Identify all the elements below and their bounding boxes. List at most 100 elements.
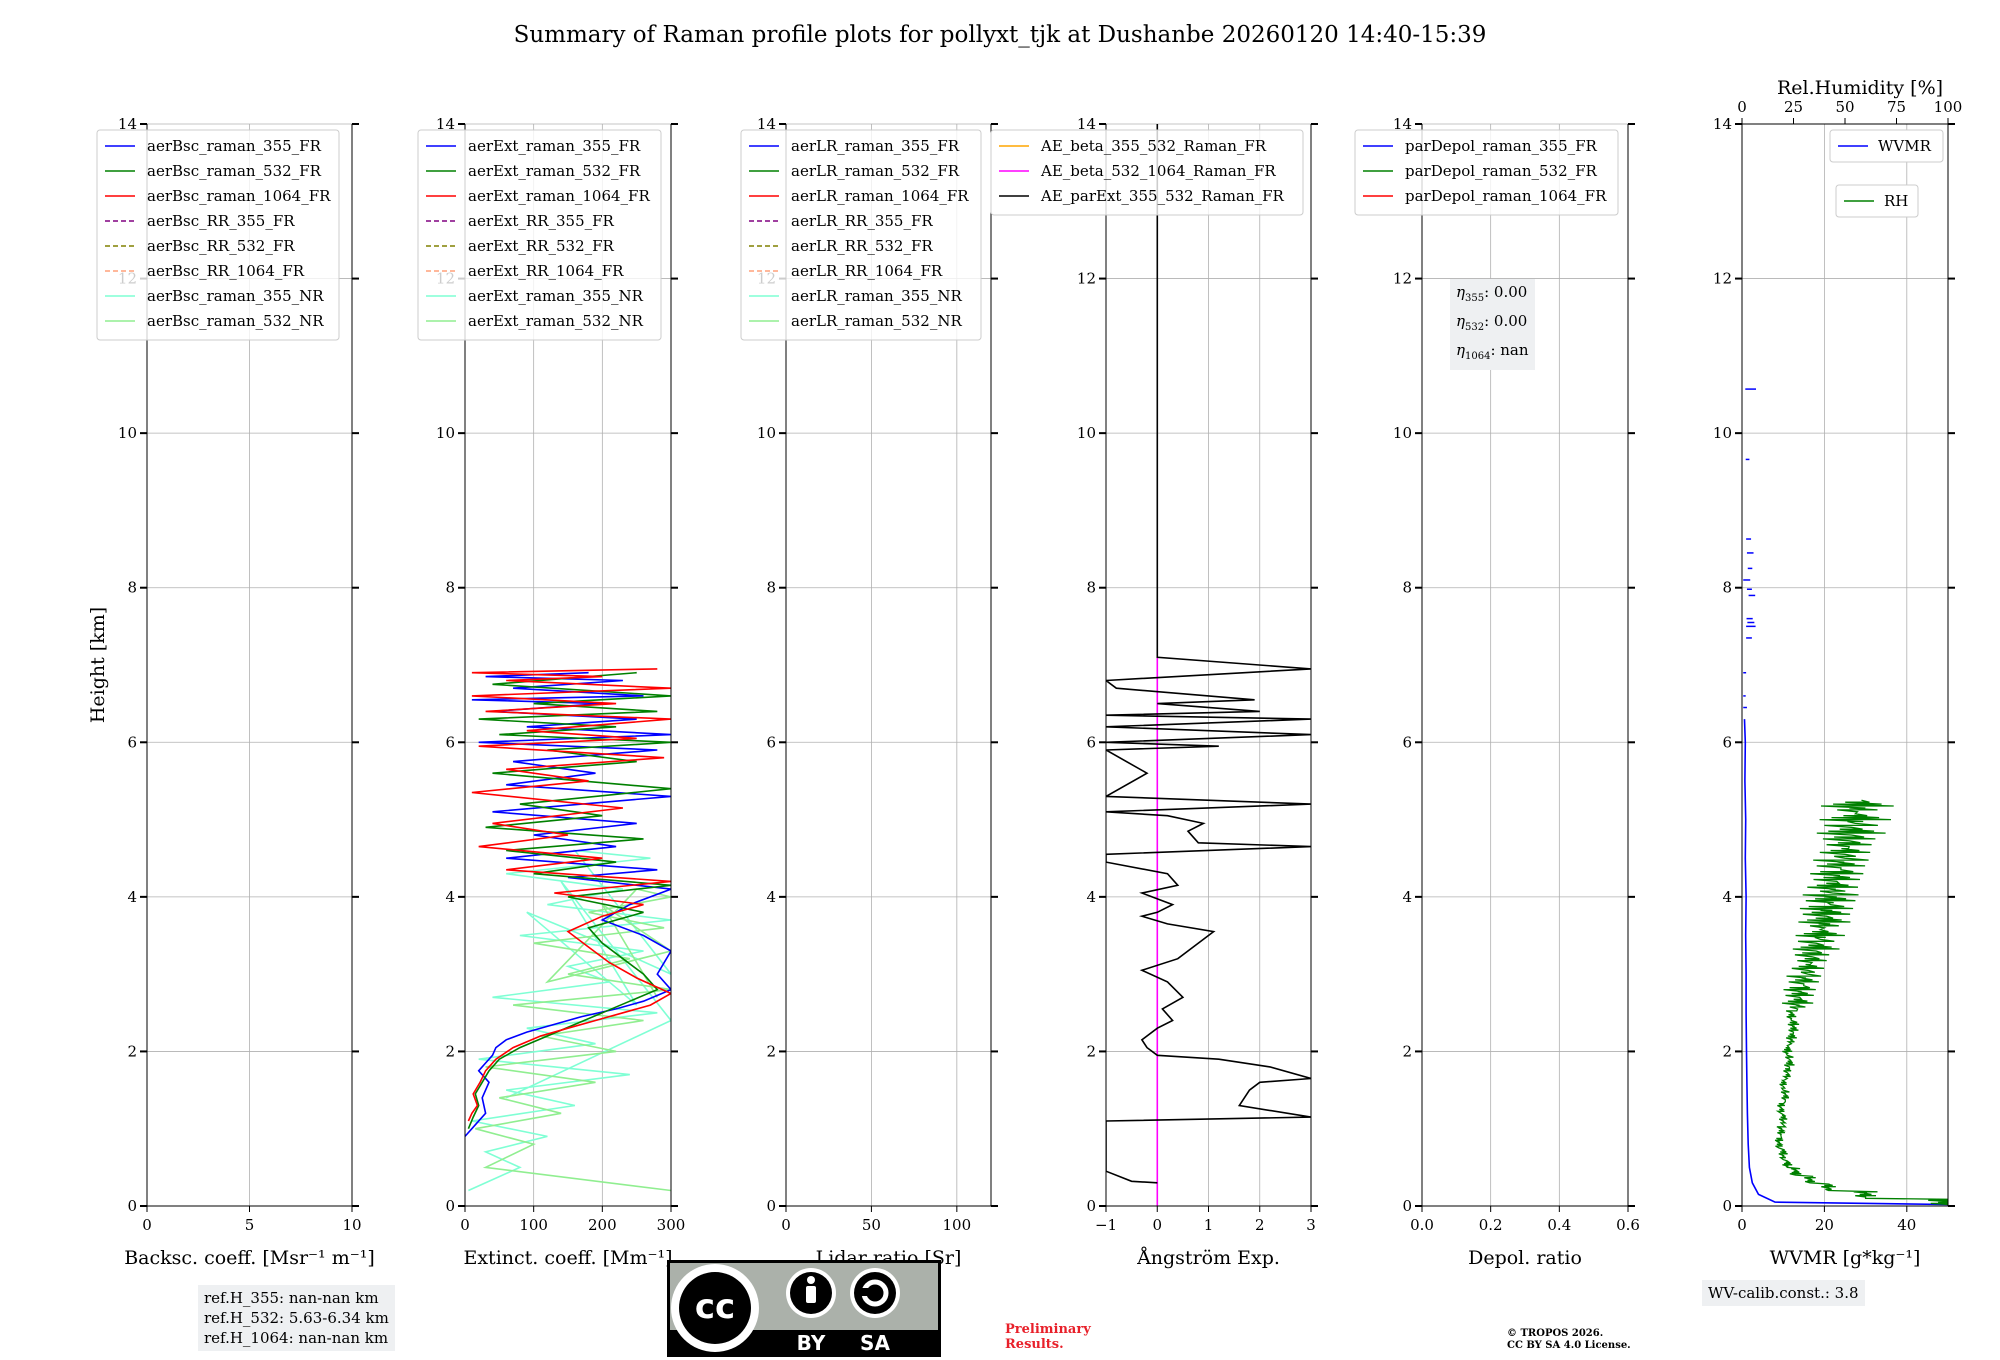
by-person-head — [807, 1276, 815, 1284]
legend-label: aerBsc_RR_355_FR — [147, 212, 295, 230]
x-tick-label: 0.2 — [1479, 1216, 1503, 1234]
y-tick-label: 8 — [127, 579, 137, 597]
y-tick-label: 8 — [1722, 579, 1732, 597]
legend-box: aerBsc_raman_355_FR aerBsc_raman_532_FRae… — [96, 129, 340, 341]
x-tick-label: 0 — [1737, 1216, 1747, 1234]
legend-label: RH — [1884, 192, 1908, 210]
x-tick-label: 0 — [142, 1216, 152, 1234]
x-axis-label: Backsc. coeff. [Msr⁻¹ m⁻¹] — [124, 1247, 375, 1269]
y-tick-label: 2 — [766, 1042, 776, 1060]
cc-by-sa-license-badge: cc BY SA — [667, 1260, 941, 1357]
legend-label: aerLR_raman_532_NR — [791, 312, 962, 330]
series-RH — [1774, 799, 1948, 1206]
y-tick-label: 4 — [766, 888, 776, 906]
cc-text: cc — [695, 1287, 735, 1327]
legend-label: aerBsc_RR_532_FR — [147, 237, 295, 255]
series-aerExt_raman_532_NR — [475, 888, 671, 1192]
x2-tick-label: 0 — [1737, 98, 1747, 116]
x2-tick-label: 50 — [1835, 98, 1854, 116]
x-tick-label: 0.0 — [1410, 1216, 1434, 1234]
legend-label: aerExt_raman_355_NR — [468, 287, 644, 305]
preliminary-line-1: Preliminary — [1005, 1322, 1091, 1337]
legend-label: parDepol_raman_532_FR — [1405, 162, 1598, 180]
eta-1064: η1064: nan — [1456, 341, 1529, 362]
refh-355: ref.H_355: nan-nan km — [204, 1289, 379, 1307]
y-tick-label: 2 — [1402, 1042, 1412, 1060]
legend-label: aerLR_raman_1064_FR — [791, 187, 969, 205]
panel-backscatter: 024681012140510Backsc. coeff. [Msr⁻¹ m⁻¹… — [87, 115, 375, 1269]
legend-label: aerExt_RR_1064_FR — [468, 262, 624, 280]
y-tick-label: 12 — [1393, 270, 1412, 288]
x-tick-label: −1 — [1095, 1216, 1117, 1234]
y-tick-label: 14 — [757, 115, 776, 133]
y-tick-label: 2 — [1086, 1042, 1096, 1060]
copyright-line-1: © TROPOS 2026. — [1507, 1328, 1604, 1339]
legend-label: AE_beta_355_532_Raman_FR — [1040, 137, 1267, 155]
y-tick-label: 8 — [1402, 579, 1412, 597]
x-tick-label: 20 — [1815, 1216, 1834, 1234]
legend-label: AE_beta_532_1064_Raman_FR — [1040, 162, 1276, 180]
legend-label: aerBsc_raman_1064_FR — [147, 187, 331, 205]
reference-height-box: ref.H_355: nan-nan km ref.H_532: 5.63-6.… — [198, 1285, 395, 1351]
legend-label: aerBsc_raman_532_NR — [147, 312, 324, 330]
eta-box: η355: 0.00 η532: 0.00 η1064: nan — [1450, 279, 1535, 370]
y-tick-label: 0 — [445, 1197, 455, 1215]
legend-box: aerLR_raman_355_FR aerLR_raman_532_FR aerL… — [740, 129, 982, 341]
series-AE_parExt_355_532_Raman_FR — [1106, 124, 1311, 1184]
x-tick-label: 200 — [588, 1216, 617, 1234]
x-tick-label: 50 — [862, 1216, 881, 1234]
x-tick-label: 2 — [1255, 1216, 1265, 1234]
y-tick-label: 14 — [1077, 115, 1096, 133]
legend-frame — [417, 129, 662, 341]
legend-frame — [96, 129, 340, 341]
copyright-note: © TROPOS 2026. CC BY SA 4.0 License. — [1507, 1328, 1631, 1352]
y-tick-label: 6 — [127, 733, 137, 751]
legend-label: aerExt_raman_1064_FR — [468, 187, 650, 205]
y-tick-label: 10 — [1393, 424, 1412, 442]
x-tick-label: 10 — [342, 1216, 361, 1234]
x-tick-label: 40 — [1897, 1216, 1916, 1234]
x-tick-label: 300 — [657, 1216, 686, 1234]
y-tick-label: 4 — [127, 888, 137, 906]
legend-frame — [1835, 184, 1919, 218]
refh-532: ref.H_532: 5.63-6.34 km — [204, 1309, 389, 1327]
y-tick-label: 6 — [766, 733, 776, 751]
y-tick-label: 0 — [1086, 1197, 1096, 1215]
eta-355: η355: 0.00 — [1456, 283, 1528, 304]
y-tick-label: 4 — [445, 888, 455, 906]
legend-label: AE_parExt_355_532_Raman_FR — [1040, 187, 1285, 205]
y-tick-label: 10 — [118, 424, 137, 442]
legend-label: aerLR_RR_1064_FR — [791, 262, 943, 280]
legend-label: aerLR_raman_355_FR — [791, 137, 960, 155]
legend-label: aerExt_raman_532_FR — [468, 162, 641, 180]
x-tick-label: 1 — [1204, 1216, 1214, 1234]
legend-label: aerExt_RR_355_FR — [468, 212, 615, 230]
legend-box: WVMR — [1829, 129, 1944, 163]
legend-label: aerLR_RR_355_FR — [791, 212, 933, 230]
x2-tick-label: 75 — [1887, 98, 1906, 116]
y-tick-label: 10 — [757, 424, 776, 442]
legend-label: aerLR_raman_532_FR — [791, 162, 960, 180]
legend-box: AE_beta_355_532_Raman_FR AE_beta_532_1064… — [990, 129, 1304, 216]
y-tick-label: 2 — [127, 1042, 137, 1060]
legend-label: aerExt_RR_532_FR — [468, 237, 615, 255]
legend-frame — [1829, 129, 1944, 163]
x-tick-label: 0 — [781, 1216, 791, 1234]
y-axis-label: Height [km] — [87, 607, 109, 723]
series-aerExt_raman_532_FR — [467, 671, 671, 1130]
y-tick-label: 14 — [1713, 115, 1732, 133]
wv-calib-box: WV-calib.const.: 3.8 — [1702, 1280, 1865, 1306]
plot-area — [1106, 124, 1311, 1206]
legend-label: aerBsc_raman_355_NR — [147, 287, 324, 305]
panel-depolarization: 0 2 4 6 8 10 12 14 0.0 0.2 0.4 0.6 Depol. ratio parDe… — [1354, 115, 1640, 1269]
preliminary-note: Preliminary Results. — [1005, 1322, 1091, 1352]
legend-label: aerLR_raman_355_NR — [791, 287, 962, 305]
y-tick-label: 12 — [1713, 270, 1732, 288]
x-axis-label: Depol. ratio — [1468, 1247, 1582, 1269]
legend-label: aerBsc_RR_1064_FR — [147, 262, 305, 280]
y-tick-label: 4 — [1402, 888, 1412, 906]
legend-label: parDepol_raman_1064_FR — [1405, 187, 1607, 205]
x-tick-label: 100 — [519, 1216, 548, 1234]
